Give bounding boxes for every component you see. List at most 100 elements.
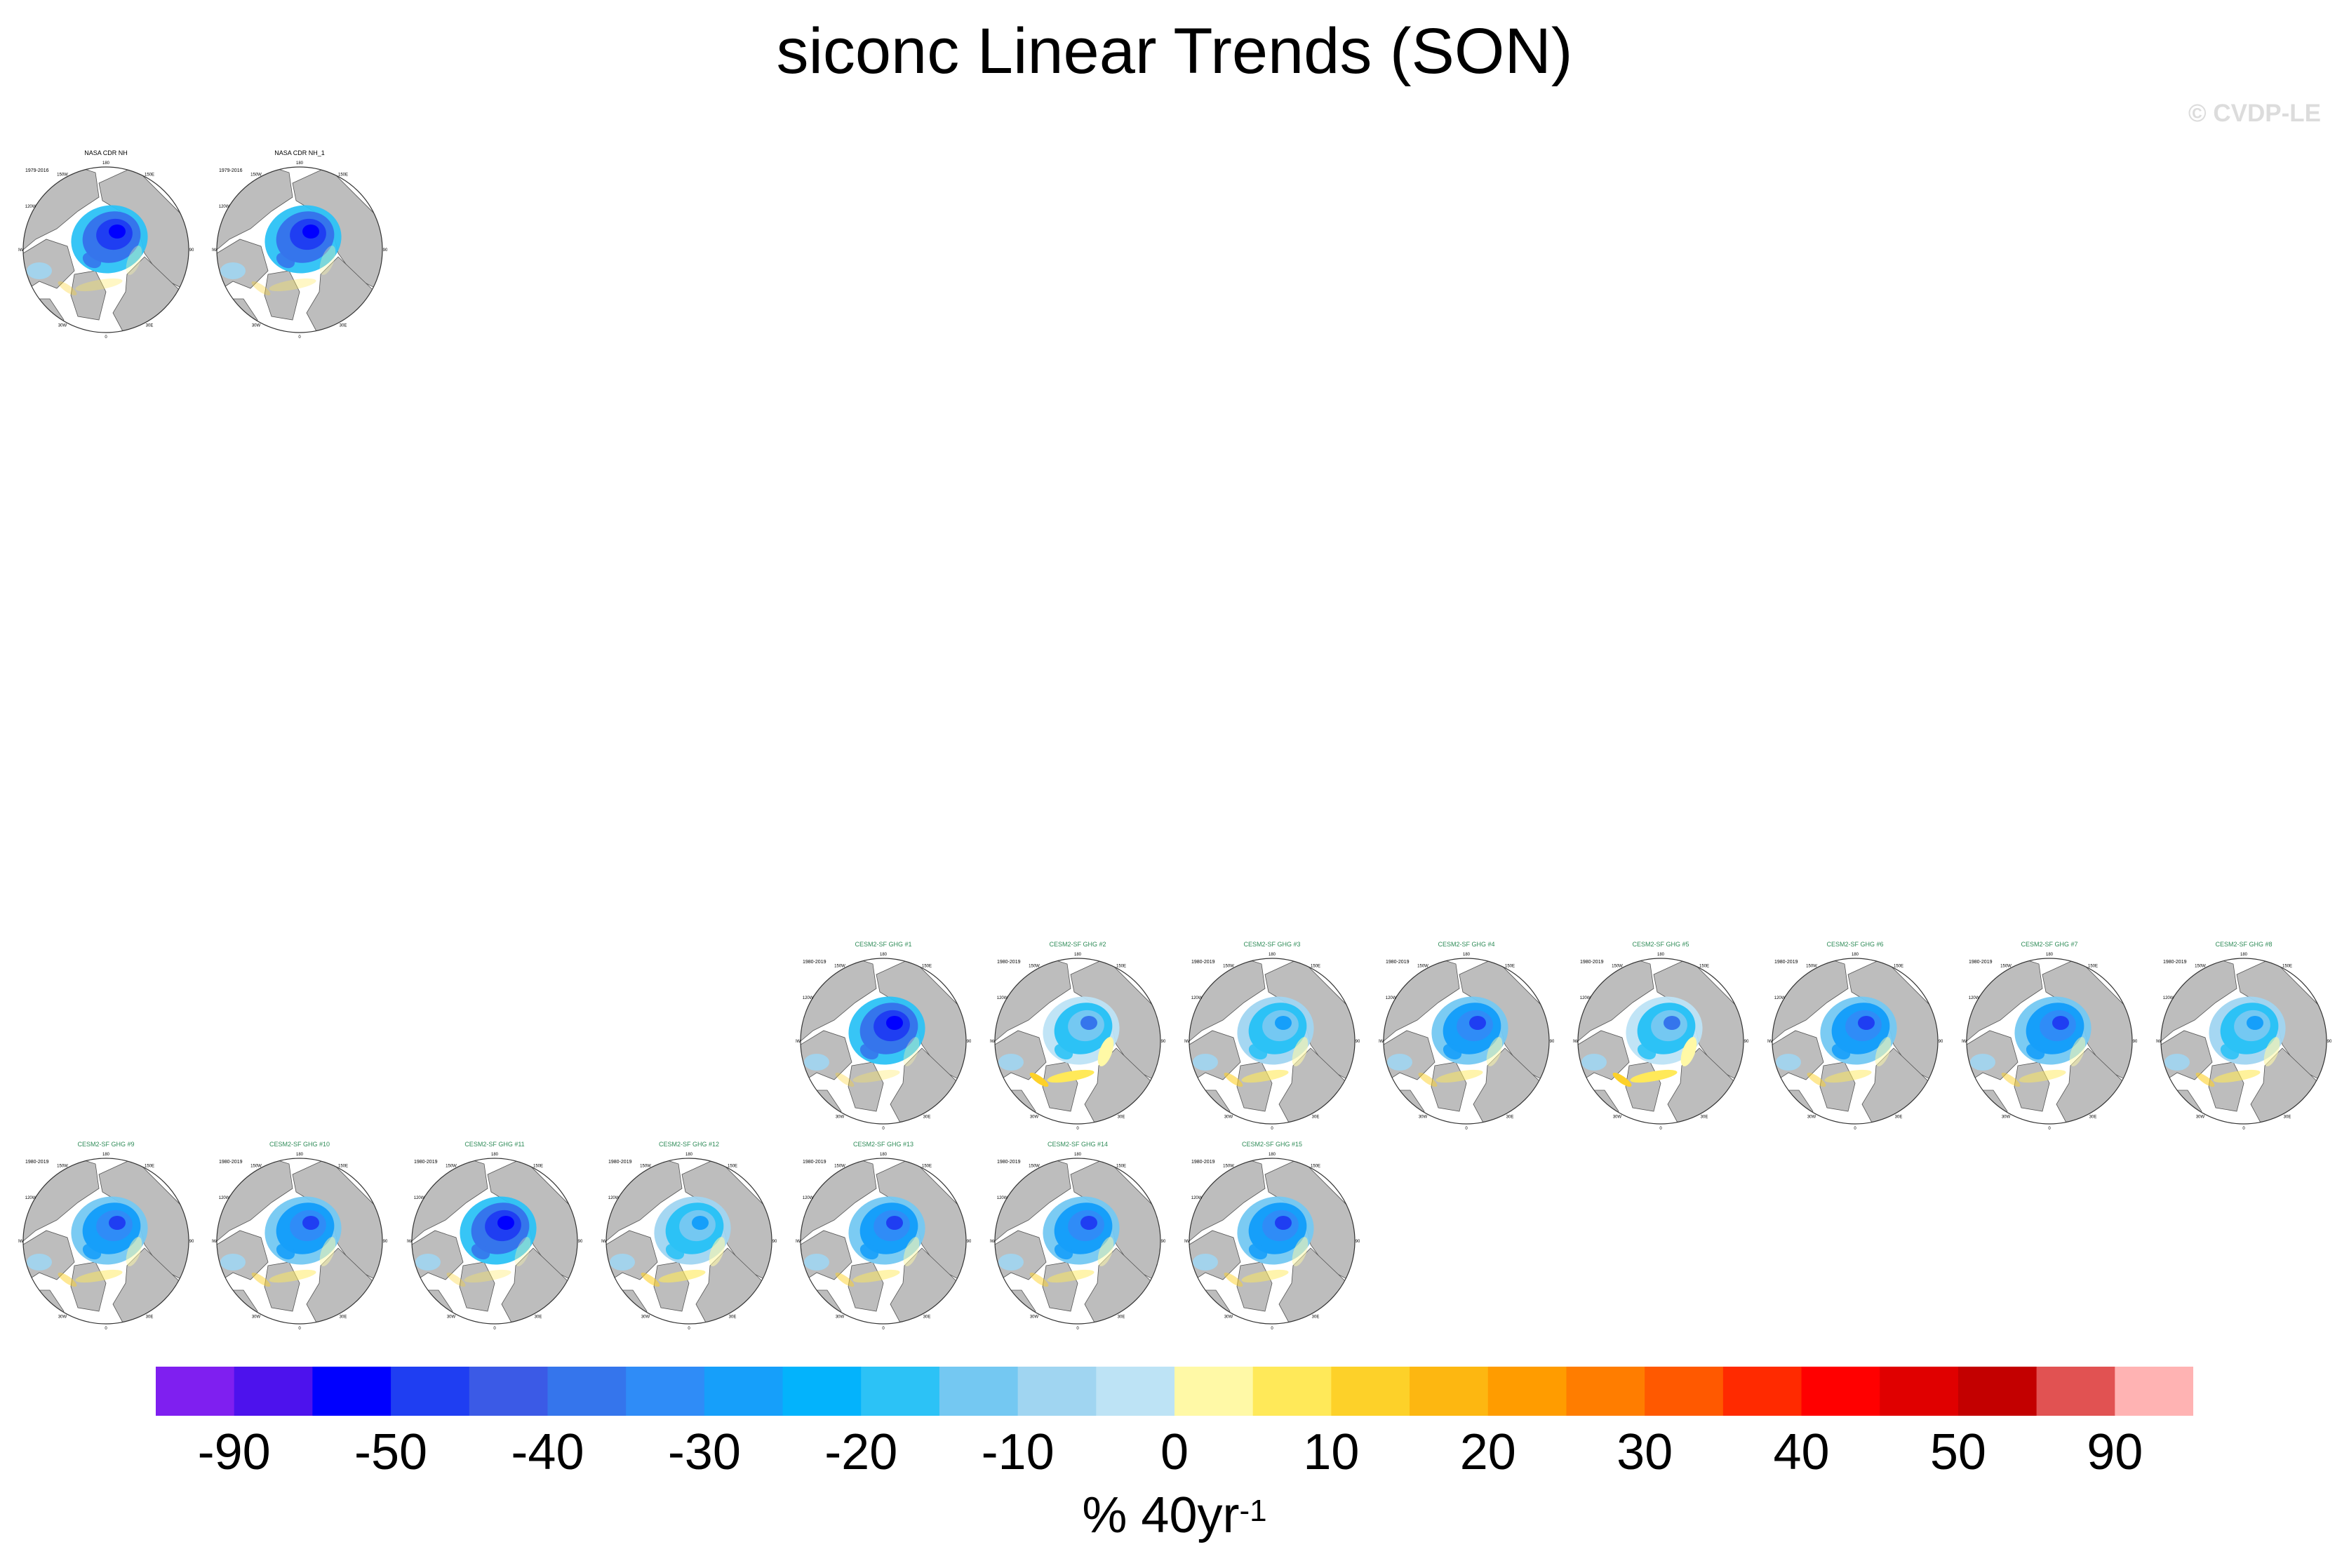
panel-title: CESM2-SF GHG #8 <box>2215 941 2273 948</box>
colorbar-tick-label: -20 <box>824 1424 898 1480</box>
trend-patch <box>1029 1072 1049 1087</box>
panel-period: 1980-2019 <box>1386 960 1410 965</box>
colorbar-swatch <box>2115 1367 2193 1416</box>
colorbar-tick-label: 90 <box>2087 1424 2143 1480</box>
longitude-label: 150E <box>1311 1165 1320 1169</box>
trend-patch <box>2019 1069 2066 1083</box>
trend-patch <box>220 1254 246 1271</box>
longitude-label: 120W <box>1969 996 1980 1000</box>
longitude-label: 150W <box>250 1165 262 1169</box>
longitude-label: 30W <box>447 1315 456 1319</box>
panel-period: 1980-2019 <box>2163 960 2187 965</box>
longitude-label: 90W <box>1573 1040 1579 1044</box>
map-border <box>22 1158 189 1325</box>
trend-patch <box>1080 1016 1097 1030</box>
longitude-label: 180 <box>491 1153 499 1157</box>
colorbar-swatch <box>547 1367 627 1416</box>
panel-title: NASA CDR NH <box>84 149 128 156</box>
trend-patch <box>2213 1069 2261 1083</box>
panel-period: 1980-2019 <box>1969 960 1993 965</box>
longitude-label: 30W <box>641 1315 650 1319</box>
longitude-label: 180 <box>102 161 110 166</box>
panel-title: CESM2-SF GHG #1 <box>855 941 912 948</box>
panel-title: NASA CDR NH_1 <box>274 149 325 156</box>
longitude-label: 90E <box>1744 1040 1748 1044</box>
colorbar-swatch <box>1566 1367 1645 1416</box>
longitude-label: 150E <box>145 173 154 177</box>
trend-patch <box>497 1216 514 1230</box>
map-panel: CESM2-SF GHG #8 1980-2019 180 150E 90E 30E 0 30… <box>2156 940 2331 1130</box>
map-content <box>412 1158 577 1324</box>
colorbar-tick-label: 10 <box>1303 1424 1360 1480</box>
longitude-label: 30E <box>146 323 154 328</box>
panel-period: 1980-2019 <box>608 1160 632 1165</box>
trend-patch <box>658 1269 706 1283</box>
trend-patch <box>1241 1069 1289 1083</box>
longitude-label: 30W <box>1224 1115 1233 1119</box>
longitude-label: 180 <box>1074 953 1082 957</box>
map-content <box>1772 958 1938 1124</box>
polar-map: 180 150E 90E 30E 0 30W 90W 120W 150W <box>1379 953 1554 1130</box>
longitude-label: 180 <box>2046 953 2054 957</box>
trend-patch <box>251 1272 271 1287</box>
panel-period: 1980-2019 <box>1580 960 1604 965</box>
longitude-label: 150E <box>145 1165 154 1169</box>
longitude-label: 90W <box>796 1040 801 1044</box>
longitude-label: 180 <box>102 1153 110 1157</box>
map-content <box>2161 958 2327 1124</box>
colorbar-tick-label: 40 <box>1773 1424 1830 1480</box>
trend-patch <box>1581 1054 1607 1071</box>
trend-patch <box>27 1254 52 1271</box>
longitude-label: 120W <box>997 996 1008 1000</box>
longitude-label: 30W <box>1613 1115 1622 1119</box>
map-panel: CESM2-SF GHG #14 1980-2019 180 150E 90E 30E 0 3… <box>990 1140 1165 1329</box>
trend-patch <box>1637 1043 1657 1060</box>
longitude-label: 120W <box>219 205 230 209</box>
longitude-label: 30W <box>1807 1115 1816 1119</box>
trend-patch <box>1224 1072 1243 1087</box>
polar-map: 180 150E 90E 30E 0 30W 90W 120W 150W <box>2156 953 2331 1130</box>
longitude-label: 0 <box>2048 1127 2051 1130</box>
trend-patch <box>269 278 316 292</box>
colorbar-tick-label: 30 <box>1617 1424 1673 1480</box>
map-content <box>801 958 966 1124</box>
longitude-label: 150W <box>2000 965 2012 969</box>
trend-patch <box>471 1243 490 1260</box>
longitude-label: 30W <box>252 323 261 328</box>
map-border <box>994 958 1161 1125</box>
map-border <box>605 1158 772 1325</box>
map-content <box>1578 958 1744 1124</box>
trend-patch <box>1418 1072 1438 1087</box>
trend-patch <box>804 1254 829 1271</box>
trend-patch <box>641 1272 660 1287</box>
watermark: © CVDP-LE <box>2188 100 2321 127</box>
longitude-label: 90W <box>18 248 24 253</box>
longitude-label: 0 <box>882 1127 885 1130</box>
trend-patch <box>75 1269 123 1283</box>
panel-period: 1980-2019 <box>1774 960 1798 965</box>
trend-patch <box>302 1216 319 1230</box>
trend-patch <box>692 1216 709 1230</box>
colorbar-swatch <box>1174 1367 1254 1416</box>
trend-patch <box>276 1243 295 1260</box>
longitude-label: 180 <box>1852 953 1859 957</box>
longitude-label: 0 <box>882 1327 885 1329</box>
longitude-label: 150W <box>1806 965 1817 969</box>
longitude-label: 0 <box>1659 1127 1662 1130</box>
trend-patch <box>319 246 336 275</box>
longitude-label: 30E <box>1118 1115 1125 1119</box>
polar-map: 180 150E 90E 30E 0 30W 90W 120W 150W <box>212 161 387 338</box>
trend-patch <box>2069 1037 2086 1066</box>
longitude-label: 30W <box>1030 1115 1039 1119</box>
units-text: % 40yr <box>1082 1487 1240 1543</box>
polar-map: 180 150E 90E 30E 0 30W 90W 120W 150W <box>796 1153 971 1329</box>
trend-patch <box>852 1269 900 1283</box>
longitude-label: 30E <box>146 1315 154 1319</box>
longitude-label: 30E <box>340 323 347 328</box>
longitude-label: 30W <box>58 1315 67 1319</box>
panel-period: 1979-2016 <box>219 168 243 173</box>
trend-patch <box>1664 1016 1680 1030</box>
longitude-label: 90W <box>601 1240 607 1244</box>
trend-patch <box>1248 1243 1268 1260</box>
colorbar-tick-labels: -90 -50 -40 -30 -20 -10 0 10 20 30 40 50 90 <box>0 1424 2349 1480</box>
